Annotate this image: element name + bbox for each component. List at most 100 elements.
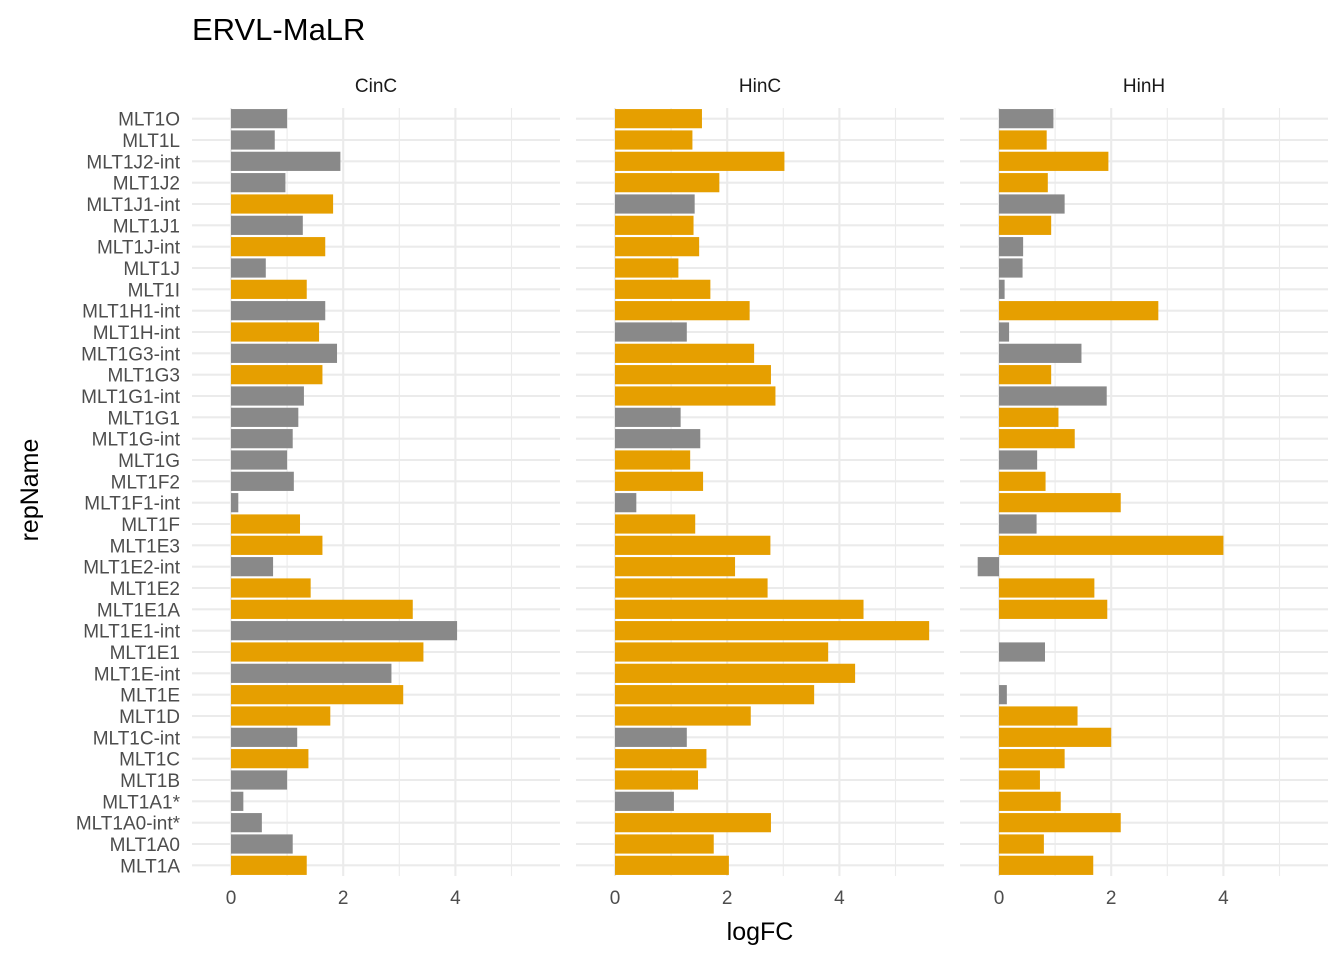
bar-HinC-MLT1E1-int: [615, 621, 930, 641]
bar-HinH-MLT1I: [999, 279, 1005, 299]
bar-HinC-MLT1A0: [615, 834, 714, 854]
bar-HinH-MLT1A: [999, 855, 1094, 875]
bar-HinH-MLT1G1: [999, 407, 1059, 427]
bar-HinC-MLT1E1: [615, 642, 829, 662]
bar-HinH-MLT1F1-int: [999, 493, 1121, 513]
y-tick-label: MLT1J-int: [97, 238, 181, 259]
y-axis-ticks: MLT1OMLT1LMLT1J2-intMLT1J2MLT1J1-intMLT1…: [76, 110, 181, 878]
x-tick-label: 4: [1218, 888, 1229, 909]
bar-HinC-MLT1C-int: [615, 727, 687, 747]
bar-HinH-MLT1E2: [999, 578, 1095, 598]
x-tick-label: 2: [1106, 888, 1117, 909]
y-tick-label: MLT1G1: [107, 408, 180, 429]
bar-HinC-MLT1J2: [615, 173, 720, 193]
bar-HinH-MLT1J2: [999, 173, 1048, 193]
bar-HinC-MLT1A1*: [615, 791, 674, 811]
bar-CinC-MLT1O: [231, 109, 288, 129]
bar-HinC-MLT1A0-int*: [615, 813, 771, 833]
bar-HinC-MLT1G1-int: [615, 386, 776, 406]
bar-CinC-MLT1F1-int: [231, 493, 239, 513]
bar-CinC-MLT1A0: [231, 834, 293, 854]
bar-HinH-MLT1J1: [999, 215, 1052, 235]
x-tick-label: 0: [610, 888, 621, 909]
bar-CinC-MLT1F: [231, 514, 301, 534]
bar-CinC-MLT1L: [231, 130, 275, 150]
x-tick-label: 4: [834, 888, 845, 909]
y-tick-label: MLT1J: [123, 259, 180, 280]
bar-CinC-MLT1G: [231, 450, 288, 470]
y-tick-label: MLT1E1: [110, 643, 180, 664]
y-tick-label: MLT1E3: [110, 536, 180, 557]
bar-CinC-MLT1J1: [231, 215, 303, 235]
bar-CinC-MLT1A: [231, 855, 307, 875]
bar-HinC-MLT1G-int: [615, 429, 701, 449]
bar-CinC-MLT1G3-int: [231, 343, 338, 363]
y-tick-label: MLT1G1-int: [81, 387, 181, 408]
y-tick-label: MLT1F1-int: [84, 494, 180, 515]
y-tick-label: MLT1J1-int: [86, 195, 180, 216]
bar-HinC-MLT1G3-int: [615, 343, 755, 363]
bar-HinC-MLT1E2-int: [615, 557, 736, 577]
y-tick-label: MLT1F: [121, 515, 180, 536]
bar-HinC-MLT1C: [615, 749, 707, 769]
bar-CinC-MLT1D: [231, 706, 331, 726]
facet-label-HinC: HinC: [739, 76, 781, 97]
bar-HinH-MLT1A1*: [999, 791, 1061, 811]
bar-HinC-MLT1F1-int: [615, 493, 637, 513]
x-tick-label: 2: [722, 888, 733, 909]
x-tick-label: 4: [450, 888, 461, 909]
bar-CinC-MLT1A1*: [231, 791, 244, 811]
bar-HinH-MLT1A0-int*: [999, 813, 1121, 833]
bar-HinC-MLT1J2-int: [615, 151, 785, 171]
bar-HinC-MLT1D: [615, 706, 751, 726]
bar-HinC-MLT1J1-int: [615, 194, 695, 214]
bar-HinH-MLT1H-int: [999, 322, 1010, 342]
bar-HinC-MLT1G3: [615, 365, 771, 385]
bar-HinH-MLT1E3: [999, 535, 1224, 555]
x-tick-label: 0: [226, 888, 237, 909]
bar-HinC-MLT1E1A: [615, 599, 864, 619]
bar-HinH-MLT1C: [999, 749, 1065, 769]
bar-HinC-MLT1J: [615, 258, 679, 278]
bar-CinC-MLT1J: [231, 258, 266, 278]
bar-HinH-MLT1E: [999, 685, 1007, 705]
bar-HinH-MLT1F2: [999, 471, 1046, 491]
bar-HinH-MLT1E1: [999, 642, 1046, 662]
x-axis-label: logFC: [727, 918, 794, 946]
bar-HinC-MLT1F2: [615, 471, 704, 491]
bar-CinC-MLT1E-int: [231, 663, 392, 683]
bar-CinC-MLT1H-int: [231, 322, 320, 342]
bar-CinC-MLT1E2-int: [231, 557, 274, 577]
bar-CinC-MLT1E: [231, 685, 404, 705]
bar-HinC-MLT1A: [615, 855, 729, 875]
bar-HinH-MLT1G3-int: [999, 343, 1082, 363]
x-tick-label: 0: [994, 888, 1005, 909]
y-tick-label: MLT1G-int: [92, 430, 181, 451]
x-axis-ticks: 0 2 4 0 2 4 0 2 4: [226, 888, 1229, 909]
bar-CinC-MLT1E1-int: [231, 621, 458, 641]
bar-CinC-MLT1G3: [231, 365, 323, 385]
y-tick-label: MLT1E1A: [97, 600, 180, 621]
bar-HinH-MLT1H1-int: [999, 301, 1159, 321]
y-tick-label: MLT1A0-int*: [76, 814, 181, 835]
bar-HinH-MLT1G-int: [999, 429, 1075, 449]
y-tick-label: MLT1H1-int: [82, 302, 181, 323]
bar-CinC-MLT1E1: [231, 642, 424, 662]
x-tick-label: 2: [338, 888, 349, 909]
bar-CinC-MLT1J2: [231, 173, 286, 193]
bar-HinC-MLT1H-int: [615, 322, 687, 342]
bar-HinC-MLT1G: [615, 450, 691, 470]
bar-CinC-MLT1G1: [231, 407, 299, 427]
y-tick-label: MLT1A: [120, 856, 180, 877]
bar-HinH-MLT1A0: [999, 834, 1044, 854]
bar-HinH-MLT1F: [999, 514, 1037, 534]
y-tick-label: MLT1G3: [107, 366, 180, 387]
y-tick-label: MLT1J2-int: [86, 152, 180, 173]
bar-CinC-MLT1I: [231, 279, 307, 299]
bar-HinC-MLT1E: [615, 685, 815, 705]
y-tick-label: MLT1B: [120, 771, 180, 792]
bar-HinH-MLT1E1A: [999, 599, 1108, 619]
y-tick-label: MLT1H-int: [93, 323, 181, 344]
